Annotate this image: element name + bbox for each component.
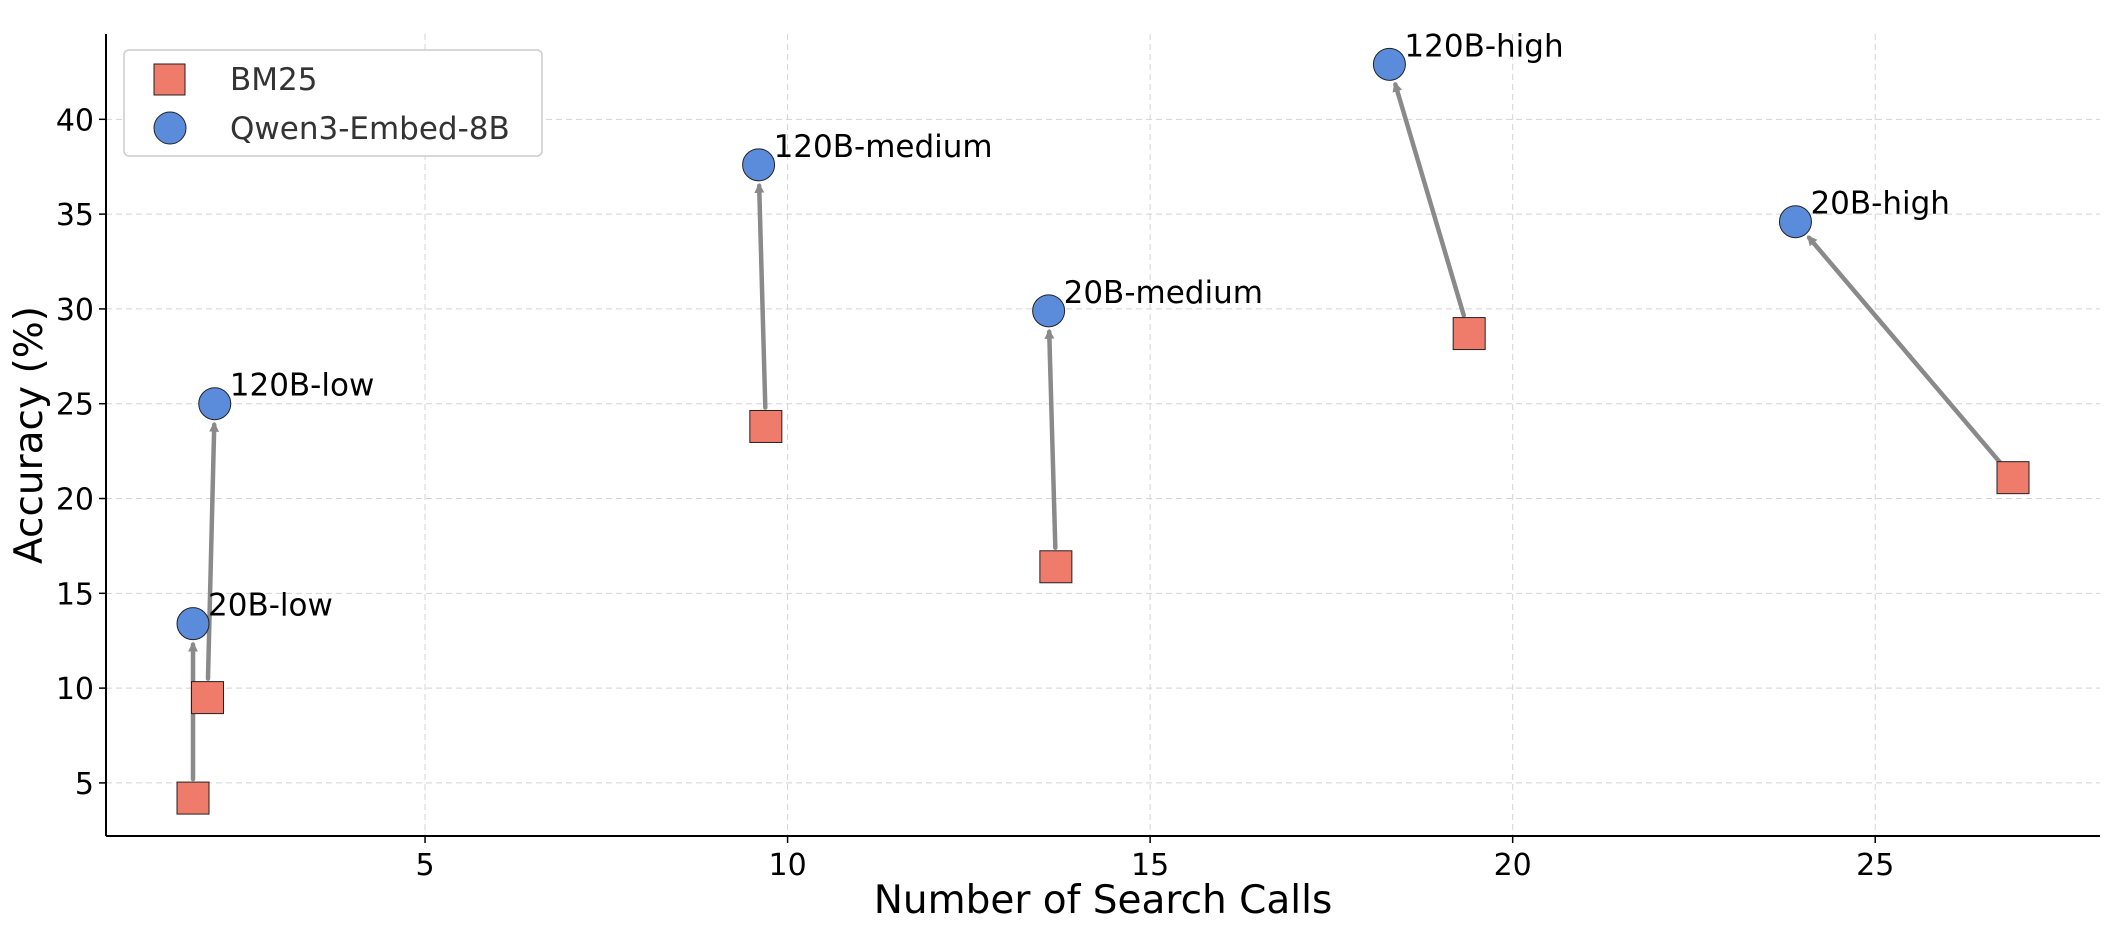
y-tick-label: 40 [56, 103, 94, 138]
arrow-120B-medium [754, 182, 768, 410]
ticks: 5 10 15 20 25 5 10 15 20 25 30 35 40 [56, 103, 1895, 883]
arrows [188, 81, 2003, 782]
y-axis-label: Accuracy (%) [7, 306, 52, 564]
point-labels: 20B-low 120B-low 120B-medium 20B-medium 120B… [208, 28, 1950, 623]
y-tick-label: 35 [56, 198, 94, 233]
point-label-120B-high: 120B-high [1404, 28, 1563, 64]
point-label-20B-high: 20B-high [1810, 186, 1950, 222]
bm25-marker-120B-low [191, 681, 225, 715]
qwen-marker-120B-low [198, 387, 232, 421]
qwen-marker-20B-medium [1032, 294, 1066, 328]
y-tick-label: 15 [56, 577, 94, 612]
bm25-marker-20B-high [1996, 461, 2030, 495]
y-tick-label: 20 [56, 483, 94, 518]
y-tick-label: 10 [56, 672, 94, 707]
y-tick-label: 5 [75, 767, 94, 802]
qwen-marker-120B-medium [742, 148, 776, 182]
bm25-marker-20B-medium [1039, 550, 1073, 584]
arrow-20B-medium [1044, 328, 1058, 551]
y-tick-label: 25 [56, 388, 94, 423]
point-label-120B-low: 120B-low [230, 368, 375, 404]
arrow-120B-low [205, 421, 220, 681]
x-tick-label: 5 [415, 848, 434, 883]
legend-qwen-label: Qwen3-Embed-8B [230, 111, 510, 147]
legend: BM25 Qwen3-Embed-8B [123, 49, 543, 157]
markers [176, 47, 2030, 815]
legend-box [123, 49, 543, 157]
legend-bm25-marker [153, 63, 186, 96]
point-label-120B-medium: 120B-medium [774, 129, 993, 165]
bm25-marker-120B-medium [749, 409, 783, 443]
point-label-20B-low: 20B-low [208, 588, 333, 624]
point-label-20B-medium: 20B-medium [1064, 275, 1263, 311]
x-tick-label: 15 [1131, 848, 1169, 883]
y-tick-label: 30 [56, 293, 94, 328]
x-tick-label: 10 [768, 848, 806, 883]
qwen-marker-20B-low [176, 607, 210, 641]
legend-bm25-label: BM25 [230, 62, 317, 98]
x-tick-label: 25 [1856, 848, 1894, 883]
x-axis-label: Number of Search Calls [874, 878, 1333, 923]
axes [105, 34, 2100, 837]
arrow-120B-high [1392, 81, 1467, 318]
bm25-marker-20B-low [176, 781, 210, 815]
legend-qwen-marker [153, 111, 187, 145]
bm25-marker-120B-high [1452, 317, 1486, 351]
qwen-marker-120B-high [1372, 47, 1406, 81]
qwen-marker-20B-high [1778, 205, 1812, 239]
grid [106, 34, 2100, 836]
arrow-20B-high [1806, 235, 2003, 466]
x-tick-label: 20 [1494, 848, 1532, 883]
